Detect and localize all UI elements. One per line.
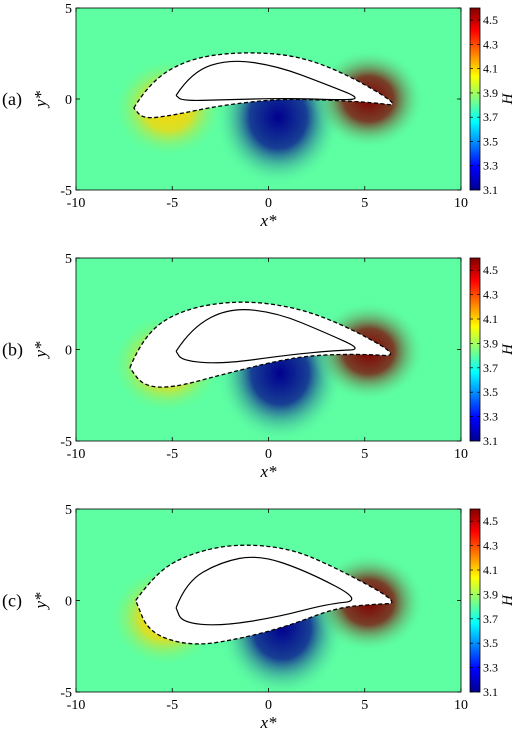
y-axis-label: y* [31, 341, 50, 360]
x-tick-label: -10 [67, 698, 86, 713]
colorbar-tick-label: 3.3 [483, 159, 498, 173]
colorbar-tick-label: 3.1 [483, 183, 498, 197]
x-tick-label: 10 [454, 196, 468, 211]
panel-2: -10 -5 0 5 1050-5x*y*(c)4.54.34.13.93.73.53.… [2, 503, 516, 732]
colorbar-tick-label: 4.5 [483, 263, 498, 277]
inner-contour [175, 309, 356, 364]
colorbar-tick-label: 3.9 [483, 587, 498, 601]
colorbar [469, 7, 481, 191]
y-tick-label: -5 [60, 435, 72, 450]
colorbar-tick-label: 3.7 [483, 361, 498, 375]
x-tick-label: 0 [265, 447, 272, 462]
panel-0: -10 -5 0 5 1050-5x*y*(a)4.54.34.13.93.73.53.… [2, 2, 516, 230]
colorbar-tick-label: 4.3 [483, 539, 498, 553]
panel-label: (c) [2, 591, 22, 612]
y-tick-label: 5 [65, 2, 72, 17]
panel-1: -10 -5 0 5 1050-5x*y*(b)4.54.34.13.93.73.53.… [2, 252, 516, 481]
colorbar-label: H [500, 594, 516, 607]
colorbar-tick-label: 3.1 [483, 685, 498, 699]
inner-contour [175, 556, 353, 626]
x-tick-label: -5 [166, 196, 178, 211]
y-tick-label: 0 [65, 344, 72, 359]
y-axis-label: y* [31, 90, 50, 109]
x-tick-label: -5 [166, 447, 178, 462]
colorbar-tick-label: 3.9 [483, 336, 498, 350]
outer-contour [129, 301, 392, 388]
colorbar-label: H [500, 92, 516, 105]
x-tick-label: 0 [265, 196, 272, 211]
outer-contour [135, 544, 393, 645]
x-axis-label: x* [259, 462, 277, 481]
x-tick-label: 5 [361, 196, 368, 211]
x-tick-label: 5 [361, 447, 368, 462]
colorbar-tick-label: 4.5 [483, 13, 498, 27]
panel-label: (a) [2, 89, 22, 110]
colorbar-tick-label: 4.1 [483, 312, 498, 326]
x-axis-label: x* [259, 713, 277, 732]
colorbar-tick-label: 4.1 [483, 563, 498, 577]
colorbar-tick-label: 3.5 [483, 636, 498, 650]
colorbar-tick-label: 4.3 [483, 288, 498, 302]
x-tick-label: -10 [67, 196, 86, 211]
inner-contour [175, 60, 356, 102]
panel-label: (b) [2, 340, 23, 361]
colorbar-tick-label: 3.5 [483, 134, 498, 148]
colorbar-tick-label: 3.3 [483, 410, 498, 424]
y-tick-label: -5 [60, 184, 72, 199]
y-tick-label: -5 [60, 686, 72, 701]
x-tick-label: 10 [454, 447, 468, 462]
y-axis-label: y* [31, 592, 50, 611]
x-tick-label: 0 [265, 698, 272, 713]
x-tick-label: 5 [361, 698, 368, 713]
colorbar-tick-label: 3.5 [483, 385, 498, 399]
x-tick-label: -5 [166, 698, 178, 713]
y-tick-label: 0 [65, 595, 72, 610]
colorbar-tick-label: 3.1 [483, 434, 498, 448]
x-tick-label: 10 [454, 698, 468, 713]
colorbar-tick-label: 3.3 [483, 661, 498, 675]
y-tick-label: 5 [65, 252, 72, 267]
y-tick-label: 0 [65, 93, 72, 108]
x-tick-label: -10 [67, 447, 86, 462]
x-axis-label: x* [259, 211, 277, 230]
colorbar-tick-label: 4.5 [483, 514, 498, 528]
colorbar-tick-label: 4.1 [483, 62, 498, 76]
colorbar-label: H [500, 343, 516, 356]
y-tick-label: 5 [65, 503, 72, 518]
colorbar-tick-label: 3.7 [483, 110, 498, 124]
colorbar [469, 257, 481, 442]
colorbar-tick-label: 3.9 [483, 86, 498, 100]
colorbar-tick-label: 4.3 [483, 37, 498, 51]
colorbar-tick-label: 3.7 [483, 612, 498, 626]
outer-contour [133, 52, 394, 119]
colorbar [469, 508, 481, 693]
